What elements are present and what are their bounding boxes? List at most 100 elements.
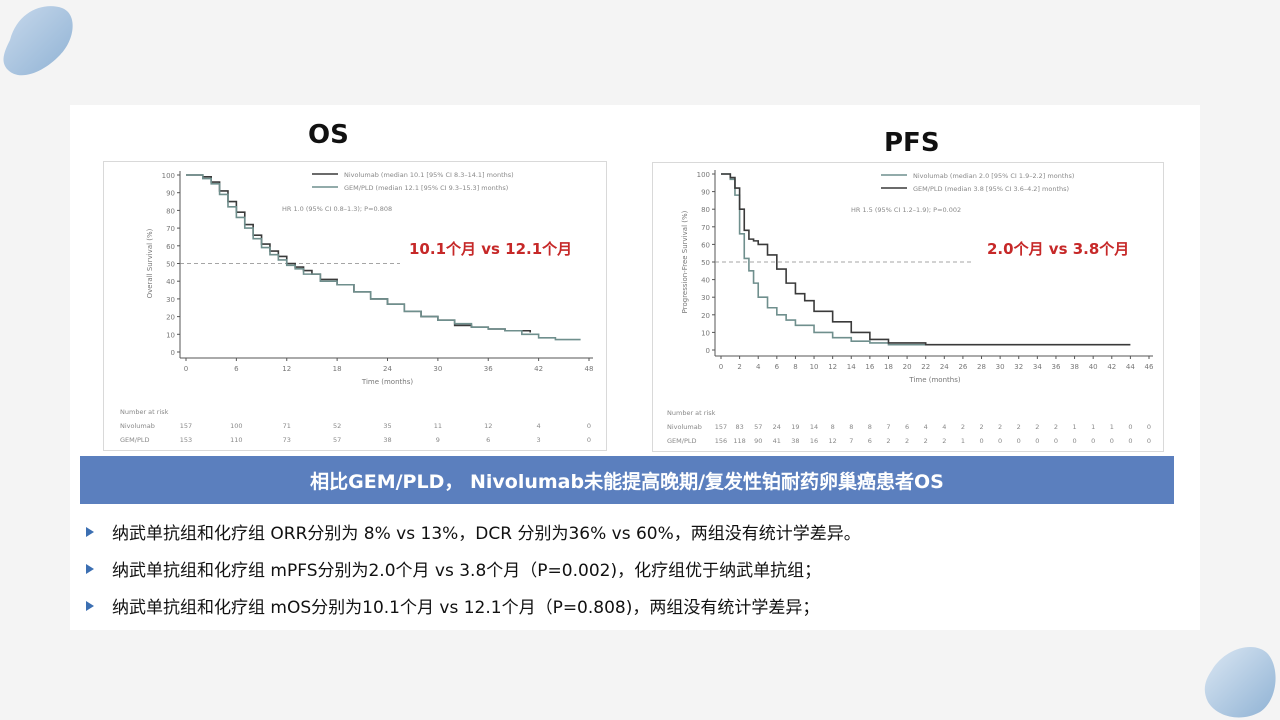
pfs-chart-title: PFS [884,128,940,158]
x-tick-label: 22 [921,363,930,371]
at-risk-value: 2 [1035,423,1039,431]
at-risk-value: 35 [383,422,391,430]
at-risk-value: 118 [733,437,745,445]
at-risk-value: 0 [1091,437,1095,445]
bullet-text: 纳武单抗组和化疗组 mOS分别为10.1个月 vs 12.1个月（P=0.808… [112,598,820,618]
at-risk-value: 57 [754,423,762,431]
at-risk-value: 6 [486,436,490,444]
x-tick-label: 32 [1014,363,1023,371]
arrow-bullet-icon [86,526,94,537]
x-tick-label: 30 [996,363,1005,371]
bullet-text: 纳武单抗组和化疗组 ORR分别为 8% vs 13%，DCR 分别为36% vs… [112,524,861,544]
y-tick-label: 100 [162,172,175,180]
at-risk-value: 4 [537,422,541,430]
at-risk-value: 0 [1035,437,1039,445]
x-tick-label: 48 [585,365,594,373]
x-tick-label: 36 [484,365,493,373]
y-tick-label: 20 [701,312,710,320]
at-risk-value: 0 [1110,437,1114,445]
y-tick-label: 100 [697,171,710,179]
legend-entry: Nivolumab (median 2.0 [95% CI 1.9–2.2] m… [913,172,1074,180]
bullet-item-pfs: 纳武单抗组和化疗组 mPFS分别为2.0个月 vs 3.8个月（P=0.002)… [84,550,1184,587]
at-risk-value: 0 [1017,437,1021,445]
at-risk-value: 7 [886,423,890,431]
x-tick-label: 34 [1033,363,1042,371]
at-risk-value: 157 [715,423,727,431]
at-risk-value: 1 [961,437,965,445]
x-tick-label: 38 [1070,363,1079,371]
median-annotation: 2.0个月 vs 3.8个月 [987,240,1129,258]
x-tick-label: 36 [1051,363,1060,371]
at-risk-value: 1 [1110,423,1114,431]
at-risk-value: 1 [1091,423,1095,431]
bullet-item-orr: 纳武单抗组和化疗组 ORR分别为 8% vs 13%，DCR 分别为36% vs… [84,513,1184,550]
at-risk-value: 12 [829,437,837,445]
at-risk-row-label: GEM/PLD [667,437,697,445]
y-tick-label: 10 [166,331,175,339]
at-risk-value: 57 [333,436,341,444]
x-tick-label: 26 [958,363,967,371]
hazard-ratio-text: HR 1.0 (95% CI 0.8–1.3); P=0.808 [282,205,392,213]
y-tick-label: 70 [166,225,175,233]
at-risk-value: 0 [1072,437,1076,445]
y-tick-label: 0 [706,347,710,355]
bullet-list: 纳武单抗组和化疗组 ORR分别为 8% vs 13%，DCR 分别为36% vs… [84,513,1184,624]
at-risk-value: 73 [283,436,291,444]
x-axis-label: Time (months) [361,378,413,386]
x-tick-label: 30 [433,365,442,373]
legend-entry: Nivolumab (median 10.1 [95% CI 8.3–14.1]… [344,171,514,179]
at-risk-value: 0 [979,437,983,445]
y-tick-label: 80 [166,207,175,215]
x-tick-label: 18 [884,363,893,371]
x-tick-label: 2 [737,363,741,371]
x-tick-label: 0 [719,363,723,371]
at-risk-value: 52 [333,422,341,430]
at-risk-value: 2 [1017,423,1021,431]
at-risk-value: 2 [905,437,909,445]
at-risk-value: 100 [230,422,242,430]
at-risk-value: 0 [1147,423,1151,431]
x-tick-label: 20 [903,363,912,371]
at-risk-value: 157 [180,422,192,430]
at-risk-value: 71 [283,422,291,430]
x-tick-label: 10 [810,363,819,371]
at-risk-value: 0 [587,436,591,444]
x-tick-label: 42 [1107,363,1116,371]
at-risk-value: 38 [791,437,799,445]
at-risk-row-label: Nivolumab [667,423,702,431]
at-risk-value: 3 [537,436,541,444]
at-risk-value: 2 [998,423,1002,431]
x-axis-label: Time (months) [908,376,960,384]
at-risk-value: 7 [849,437,853,445]
at-risk-value: 6 [905,423,909,431]
at-risk-value: 0 [1128,423,1132,431]
at-risk-value: 16 [810,437,818,445]
y-tick-label: 50 [701,259,710,267]
x-tick-label: 12 [282,365,291,373]
at-risk-title: Number at risk [120,408,169,416]
y-tick-label: 10 [701,329,710,337]
x-tick-label: 0 [184,365,188,373]
at-risk-value: 2 [961,423,965,431]
at-risk-value: 2 [924,437,928,445]
at-risk-value: 4 [924,423,928,431]
y-tick-label: 30 [166,296,175,304]
at-risk-value: 83 [735,423,743,431]
y-tick-label: 80 [701,206,710,214]
x-tick-label: 46 [1145,363,1154,371]
x-tick-label: 18 [333,365,342,373]
x-tick-label: 28 [977,363,986,371]
at-risk-value: 9 [436,436,440,444]
bullet-item-os: 纳武单抗组和化疗组 mOS分别为10.1个月 vs 12.1个月（P=0.808… [84,587,1184,624]
x-tick-label: 4 [756,363,761,371]
at-risk-value: 0 [1128,437,1132,445]
at-risk-value: 2 [886,437,890,445]
y-tick-label: 70 [701,224,710,232]
at-risk-value: 24 [773,423,781,431]
at-risk-value: 38 [383,436,391,444]
y-tick-label: 40 [166,278,175,286]
y-tick-label: 30 [701,294,710,302]
y-tick-label: 90 [166,190,175,198]
